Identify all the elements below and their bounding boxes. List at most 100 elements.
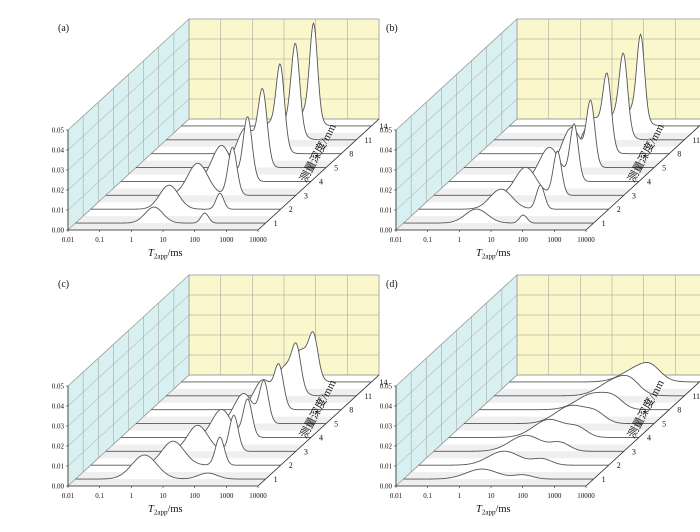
y-tick-label: 0.01 bbox=[52, 463, 65, 471]
x-title-main: T bbox=[148, 248, 155, 259]
y-tick-label: 0.01 bbox=[380, 463, 393, 471]
y-tick-label: 0.04 bbox=[380, 403, 393, 411]
x-tick-label: 1000 bbox=[547, 492, 562, 500]
x-tick-label: 100 bbox=[517, 236, 528, 244]
x-title-main: T bbox=[148, 504, 155, 515]
x-title-unit: /ms bbox=[167, 504, 182, 515]
x-tick-label: 0.01 bbox=[390, 492, 403, 500]
depth-tick-label: 8 bbox=[677, 406, 681, 415]
series-line bbox=[75, 454, 266, 480]
x-title-main: T bbox=[476, 248, 483, 259]
y-tick-label: 0.03 bbox=[380, 167, 393, 175]
depth-tick-label: 5 bbox=[334, 420, 338, 429]
depth-tick-label: 8 bbox=[349, 150, 353, 159]
x-axis-title: T2app/ms bbox=[148, 504, 183, 517]
x-title-main: T bbox=[476, 504, 483, 515]
depth-tick-label: 3 bbox=[632, 447, 636, 456]
x-title-sub: 2app bbox=[154, 253, 168, 261]
depth-tick-label: 5 bbox=[662, 164, 666, 173]
x-tick-label: 0.1 bbox=[423, 492, 432, 500]
y-tick-label: 0.02 bbox=[52, 443, 65, 451]
x-title-unit: /ms bbox=[167, 248, 182, 259]
floor-strip bbox=[396, 216, 602, 230]
depth-tick-label: 4 bbox=[647, 433, 651, 442]
series-line bbox=[479, 391, 670, 411]
series-line bbox=[433, 150, 624, 196]
depth-tick-label: 1 bbox=[602, 219, 606, 228]
x-tick-label: 1 bbox=[130, 492, 134, 500]
floor-strip bbox=[98, 188, 304, 203]
series-area bbox=[403, 469, 594, 480]
y-tick-label: 0.02 bbox=[380, 443, 393, 451]
series-line bbox=[105, 414, 296, 452]
depth-tick-label: 2 bbox=[617, 461, 621, 470]
x-tick-label: 1 bbox=[458, 492, 462, 500]
series-area bbox=[90, 437, 281, 466]
floor-strip bbox=[426, 444, 632, 459]
panel-1: 14118543210.010.11101001000100000.000.01… bbox=[380, 18, 700, 261]
depth-tick-label: 5 bbox=[334, 164, 338, 173]
series-area bbox=[479, 392, 670, 410]
x-tick-label: 100 bbox=[189, 492, 200, 500]
y-tick-label: 0.00 bbox=[52, 483, 65, 491]
x-title-sub: 2app bbox=[482, 253, 496, 261]
x-axis-title: T2app/ms bbox=[148, 248, 183, 261]
depth-tick-label: 3 bbox=[304, 191, 308, 200]
y-tick-label: 0.00 bbox=[380, 483, 393, 491]
x-tick-label: 10000 bbox=[577, 492, 595, 500]
x-tick-label: 0.01 bbox=[390, 236, 403, 244]
y-tick-label: 0.05 bbox=[380, 383, 393, 391]
y-tick-label: 0.02 bbox=[52, 187, 65, 195]
y-tick-label: 0.04 bbox=[52, 403, 65, 411]
series-line bbox=[136, 379, 327, 425]
depth-tick-label: 1 bbox=[274, 475, 278, 484]
x-tick-label: 10 bbox=[160, 236, 168, 244]
x-title-sub: 2app bbox=[482, 509, 496, 517]
y-tick-label: 0.01 bbox=[52, 207, 65, 215]
x-tick-label: 0.01 bbox=[62, 236, 75, 244]
series-area bbox=[464, 405, 655, 424]
depth-tick-label: 2 bbox=[289, 205, 293, 214]
x-tick-label: 10 bbox=[488, 492, 496, 500]
panel-label: (d) bbox=[386, 279, 398, 290]
series-line bbox=[418, 184, 609, 210]
depth-tick-label: 1 bbox=[602, 475, 606, 484]
series-area bbox=[448, 419, 639, 438]
series-line bbox=[448, 418, 639, 438]
x-tick-label: 1 bbox=[458, 236, 462, 244]
depth-tick-label: 3 bbox=[304, 447, 308, 456]
series-line bbox=[75, 206, 266, 224]
series-area bbox=[433, 151, 624, 196]
x-title-unit: /ms bbox=[495, 248, 510, 259]
panel-label: (b) bbox=[386, 23, 398, 34]
floor-strip bbox=[98, 444, 304, 459]
series-line bbox=[403, 208, 594, 224]
series-line bbox=[90, 436, 281, 466]
y-tick-label: 0.05 bbox=[380, 127, 393, 135]
y-tick-label: 0.00 bbox=[380, 227, 393, 235]
series-line bbox=[494, 374, 685, 397]
series-area bbox=[418, 185, 609, 210]
depth-tick-label: 8 bbox=[677, 150, 681, 159]
x-tick-label: 1000 bbox=[219, 236, 234, 244]
y-tick-label: 0.03 bbox=[52, 423, 65, 431]
x-tick-label: 100 bbox=[189, 236, 200, 244]
y-tick-label: 0.05 bbox=[52, 383, 65, 391]
series-area bbox=[509, 362, 700, 382]
depth-tick-label: 8 bbox=[349, 406, 353, 415]
series-area bbox=[105, 415, 296, 452]
series-line bbox=[105, 146, 296, 196]
panel-label: (c) bbox=[58, 279, 69, 290]
x-tick-label: 1 bbox=[130, 236, 134, 244]
x-axis-title: T2app/ms bbox=[476, 504, 511, 517]
floor-strip bbox=[396, 472, 602, 486]
depth-tick-label: 4 bbox=[647, 177, 651, 186]
series-area bbox=[105, 147, 296, 196]
depth-tick-label: 4 bbox=[319, 433, 323, 442]
y-tick-label: 0.03 bbox=[380, 423, 393, 431]
floor-strip bbox=[68, 216, 274, 230]
depth-tick-label: 11 bbox=[364, 392, 372, 401]
depth-tick-label: 3 bbox=[632, 191, 636, 200]
